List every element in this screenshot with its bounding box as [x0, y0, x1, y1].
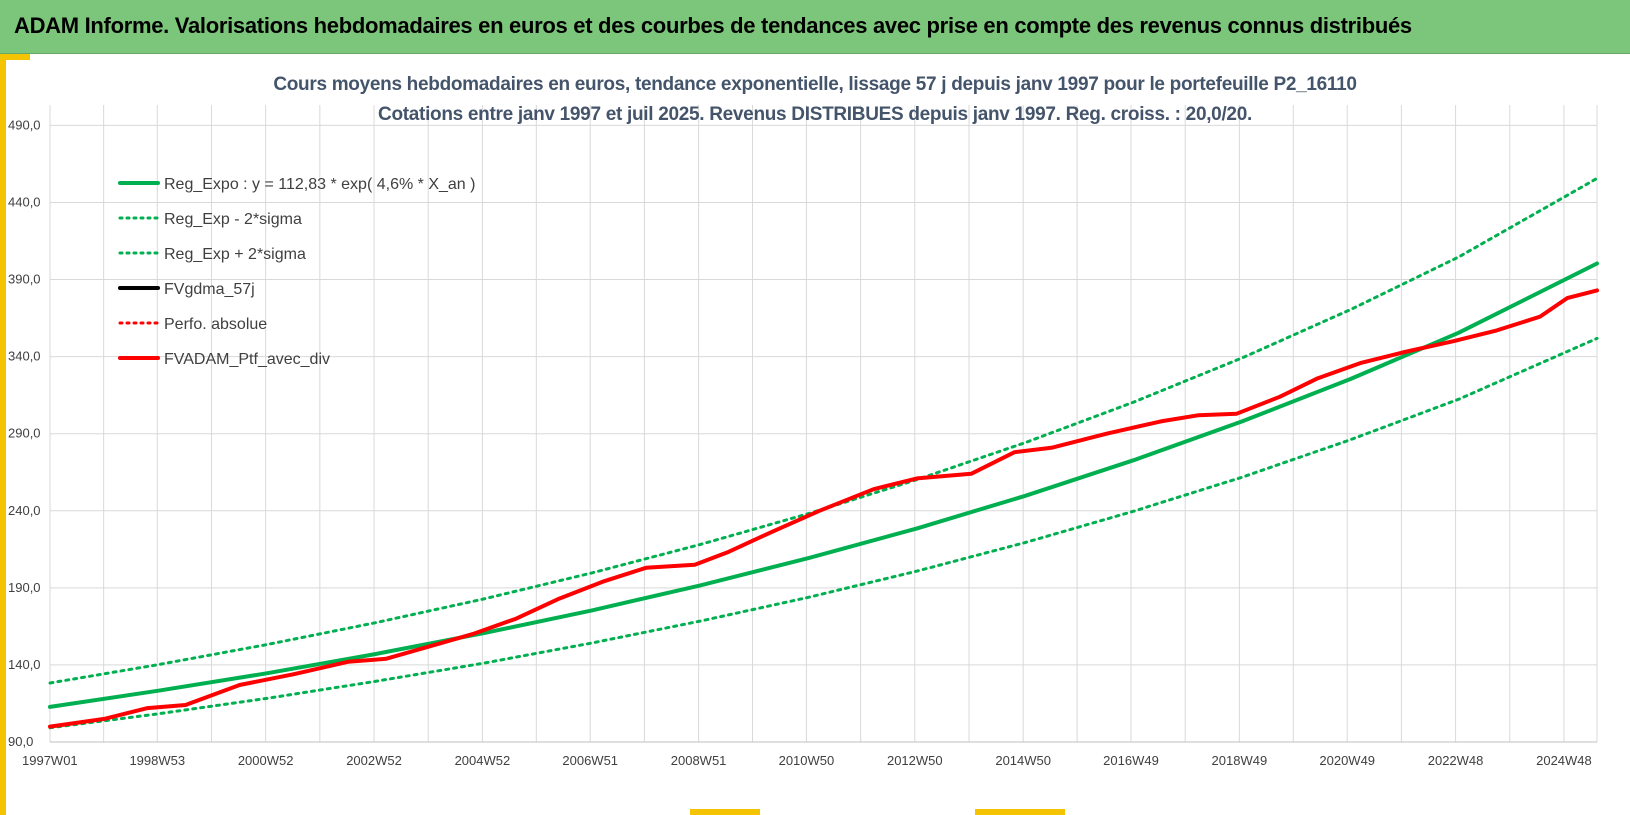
x-tick-label: 2020W49 — [1319, 753, 1375, 768]
legend-label: FVADAM_Ptf_avec_div — [164, 351, 330, 368]
frame-accent-bottom-2 — [975, 809, 1065, 815]
chart-subtitle: Cotations entre janv 1997 et juil 2025. … — [378, 104, 1252, 125]
frame-accent-bottom-1 — [690, 809, 760, 815]
x-tick-label: 2002W52 — [346, 753, 402, 768]
banner-title: ADAM Informe. Valorisations hebdomadaire… — [14, 13, 1412, 38]
legend-label: Perfo. absolue — [164, 316, 267, 333]
legend-label: Reg_Exp + 2*sigma — [164, 246, 306, 263]
chart-title: Cours moyens hebdomadaires en euros, ten… — [273, 74, 1357, 95]
y-tick-label: 190,0 — [8, 580, 41, 595]
y-tick-label: 490,0 — [8, 117, 41, 132]
series-line-1 — [48, 336, 1599, 730]
x-tick-label: 2024W48 — [1536, 753, 1592, 768]
y-tick-label: 340,0 — [8, 349, 41, 364]
legend-label: FVgdma_57j — [164, 281, 255, 298]
x-tick-label: 2022W48 — [1428, 753, 1484, 768]
x-tick-label: 2010W50 — [779, 753, 835, 768]
legend-label: Reg_Expo : y = 112,83 * exp( 4,6% * X_an… — [164, 176, 475, 193]
x-tick-label: 2012W50 — [887, 753, 943, 768]
y-tick-label: 290,0 — [8, 426, 41, 441]
x-tick-label: 2014W50 — [995, 753, 1051, 768]
x-tick-label: 2018W49 — [1212, 753, 1268, 768]
x-tick-label: 2004W52 — [455, 753, 511, 768]
x-tick-label: 2016W49 — [1103, 753, 1159, 768]
x-tick-label: 2008W51 — [671, 753, 727, 768]
y-tick-label: 440,0 — [8, 194, 41, 209]
x-tick-label: 1997W01 — [22, 753, 78, 768]
legend-label: Reg_Exp - 2*sigma — [164, 211, 302, 228]
y-tick-label: 140,0 — [8, 657, 41, 672]
series-line-0 — [48, 261, 1599, 709]
banner: ADAM Informe. Valorisations hebdomadaire… — [0, 0, 1630, 54]
y-tick-label: 240,0 — [8, 503, 41, 518]
frame-accent-top — [0, 54, 30, 60]
x-tick-label: 2006W51 — [562, 753, 618, 768]
series-line-5 — [48, 288, 1599, 729]
frame-accent-left — [0, 54, 6, 815]
x-tick-label: 1998W53 — [129, 753, 185, 768]
y-tick-label: 90,0 — [8, 734, 33, 749]
x-tick-label: 2000W52 — [238, 753, 294, 768]
y-tick-label: 390,0 — [8, 272, 41, 287]
